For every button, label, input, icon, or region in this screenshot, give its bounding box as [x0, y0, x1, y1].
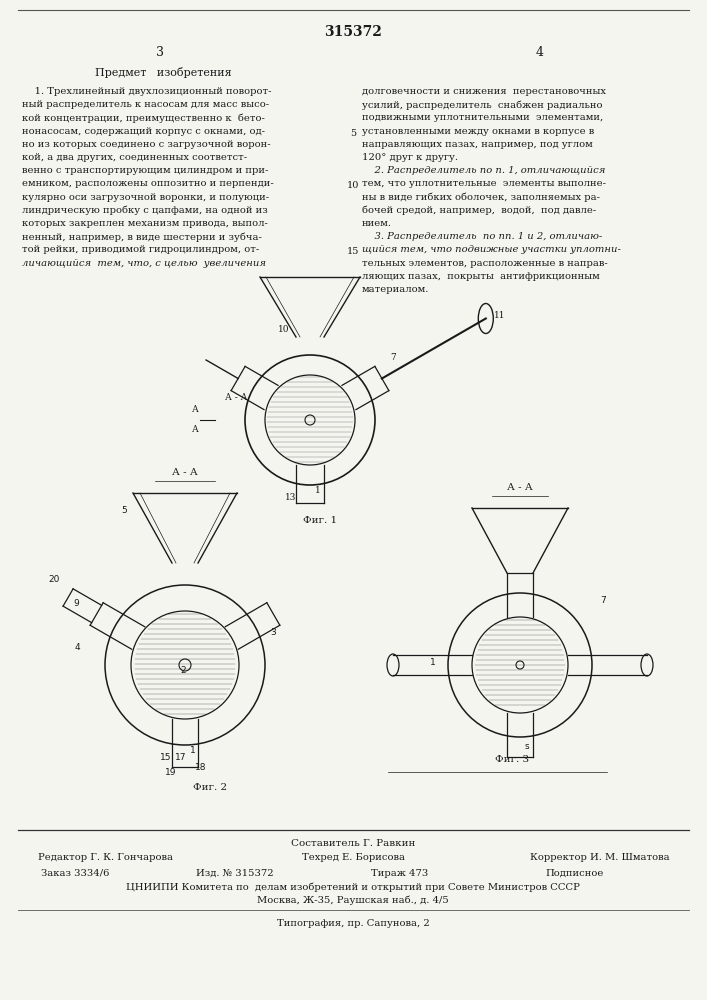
Text: 4: 4	[536, 45, 544, 58]
Text: 1. Трехлинейный двухлозиционный поворот-: 1. Трехлинейный двухлозиционный поворот-	[22, 87, 271, 96]
Text: Редактор Г. К. Гончарова: Редактор Г. К. Гончарова	[37, 854, 173, 862]
Text: кулярно оси загрузочной воронки, и полуюци-: кулярно оси загрузочной воронки, и полую…	[22, 193, 269, 202]
Text: ны в виде гибких оболочек, заполняемых ра-: ны в виде гибких оболочек, заполняемых р…	[362, 193, 600, 202]
Text: Фиг. 2: Фиг. 2	[193, 783, 227, 792]
Text: 19: 19	[165, 768, 177, 777]
Text: но из которых соединено с загрузочной ворон-: но из которых соединено с загрузочной во…	[22, 140, 271, 149]
Text: Корректор И. М. Шматова: Корректор И. М. Шматова	[530, 854, 670, 862]
Text: личающийся  тем, что, с целью  увеличения: личающийся тем, что, с целью увеличения	[22, 259, 266, 268]
Text: установленными между окнами в корпусе в: установленными между окнами в корпусе в	[362, 127, 595, 136]
Text: 10: 10	[278, 325, 289, 334]
Text: 20: 20	[48, 576, 59, 584]
Text: 7: 7	[390, 353, 396, 362]
Text: 315372: 315372	[324, 25, 382, 39]
Text: Типография, пр. Сапунова, 2: Типография, пр. Сапунова, 2	[276, 918, 429, 928]
Text: 15: 15	[347, 247, 359, 256]
Text: Фиг. 1: Фиг. 1	[303, 516, 337, 525]
Text: бочей средой, например,  водой,  под давле-: бочей средой, например, водой, под давле…	[362, 206, 596, 215]
Text: усилий, распределитель  снабжен радиально: усилий, распределитель снабжен радиально	[362, 100, 602, 110]
Text: s: s	[525, 742, 530, 751]
Text: 5: 5	[121, 506, 127, 515]
Text: венно с транспортирующим цилиндром и при-: венно с транспортирующим цилиндром и при…	[22, 166, 269, 175]
Text: 1: 1	[315, 486, 321, 495]
Text: 1: 1	[190, 746, 196, 755]
Text: тем, что уплотнительные  элементы выполне-: тем, что уплотнительные элементы выполне…	[362, 179, 606, 188]
Text: Москва, Ж-35, Раушская наб., д. 4/5: Москва, Ж-35, Раушская наб., д. 4/5	[257, 895, 449, 905]
Text: направляющих пазах, например, под углом: направляющих пазах, например, под углом	[362, 140, 592, 149]
Text: 5: 5	[350, 129, 356, 138]
Text: ляющих пазах,  покрыты  антифрикционным: ляющих пазах, покрыты антифрикционным	[362, 272, 600, 281]
Text: Предмет   изобретения: Предмет изобретения	[95, 66, 231, 78]
Text: 120° друг к другу.: 120° друг к другу.	[362, 153, 458, 162]
Text: емником, расположены оппозитно и перпенди-: емником, расположены оппозитно и перпенд…	[22, 179, 274, 188]
Text: нием.: нием.	[362, 219, 392, 228]
Text: ный распределитель к насосам для масс высо-: ный распределитель к насосам для масс вы…	[22, 100, 269, 109]
Text: Тираж 473: Тираж 473	[371, 868, 428, 878]
Text: А: А	[192, 425, 199, 434]
Text: тельных элементов, расположенные в направ-: тельных элементов, расположенные в напра…	[362, 259, 608, 268]
Text: нонасосам, содержащий корпус с окнами, од-: нонасосам, содержащий корпус с окнами, о…	[22, 127, 265, 136]
Text: 4: 4	[75, 643, 81, 652]
Text: ненный, например, в виде шестерни и зубча-: ненный, например, в виде шестерни и зубч…	[22, 232, 262, 242]
Text: Фиг. 3: Фиг. 3	[495, 755, 529, 764]
Text: 3. Распределитель  по пп. 1 и 2, отличаю-: 3. Распределитель по пп. 1 и 2, отличаю-	[362, 232, 602, 241]
Text: 2. Распределитель по п. 1, отличающийся: 2. Распределитель по п. 1, отличающийся	[362, 166, 605, 175]
Text: долговечности и снижения  перестановочных: долговечности и снижения перестановочных	[362, 87, 606, 96]
Text: А - А: А - А	[225, 393, 247, 402]
Text: А: А	[192, 405, 199, 414]
Text: Составитель Г. Равкин: Составитель Г. Равкин	[291, 840, 415, 848]
Text: Заказ 3334/6: Заказ 3334/6	[41, 868, 109, 878]
Text: А - А: А - А	[507, 483, 533, 492]
Text: кой, а два других, соединенных соответст-: кой, а два других, соединенных соответст…	[22, 153, 247, 162]
Text: 15: 15	[160, 753, 172, 762]
Text: 2: 2	[180, 666, 186, 675]
Text: 11: 11	[493, 311, 506, 320]
Text: той рейки, приводимой гидроцилиндром, от-: той рейки, приводимой гидроцилиндром, от…	[22, 245, 259, 254]
Text: 3: 3	[156, 45, 164, 58]
Text: материалом.: материалом.	[362, 285, 429, 294]
Text: 13: 13	[285, 493, 296, 502]
Text: ЦНИИПИ Комитета по  делам изобретений и открытий при Совете Министров СССР: ЦНИИПИ Комитета по делам изобретений и о…	[126, 882, 580, 892]
Text: 18: 18	[195, 763, 206, 772]
Text: 9: 9	[73, 598, 79, 607]
Text: кой концентрации, преимущественно к  бето-: кой концентрации, преимущественно к бето…	[22, 113, 265, 123]
Text: 1: 1	[430, 658, 436, 667]
Text: Техред Е. Борисова: Техред Е. Борисова	[301, 854, 404, 862]
Text: подвижными уплотнительными  элементами,: подвижными уплотнительными элементами,	[362, 113, 603, 122]
Text: 10: 10	[347, 182, 359, 190]
Text: А - А: А - А	[172, 468, 198, 477]
Text: которых закреплен механизм привода, выпол-: которых закреплен механизм привода, выпо…	[22, 219, 268, 228]
Text: 17: 17	[175, 753, 187, 762]
Text: 7: 7	[600, 596, 606, 605]
Text: Подписное: Подписное	[546, 868, 604, 878]
Text: 3: 3	[270, 628, 276, 637]
Text: щийся тем, что подвижные участки уплотни-: щийся тем, что подвижные участки уплотни…	[362, 245, 621, 254]
Text: Изд. № 315372: Изд. № 315372	[196, 868, 274, 878]
Text: линдрическую пробку с цапфами, на одной из: линдрическую пробку с цапфами, на одной …	[22, 206, 268, 215]
